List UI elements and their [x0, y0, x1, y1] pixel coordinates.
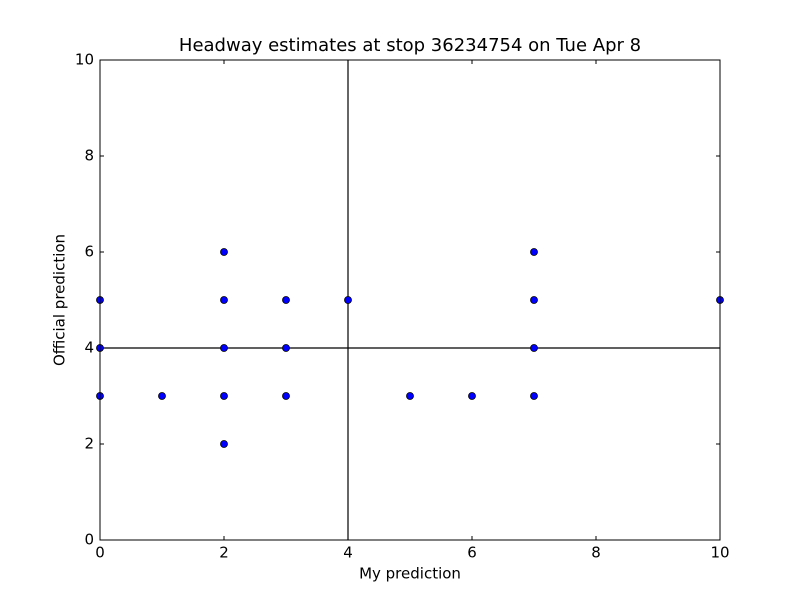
point — [220, 296, 228, 304]
y-tick-label: 6 — [84, 243, 94, 261]
point — [344, 296, 352, 304]
x-tick-label: 10 — [710, 544, 729, 562]
point — [406, 392, 414, 400]
plot-frame — [99, 59, 721, 541]
point — [530, 344, 538, 352]
point — [220, 440, 228, 448]
y-axis-label: Official prediction — [51, 234, 69, 366]
x-tick-label: 2 — [219, 544, 229, 562]
chart-title: Headway estimates at stop 36234754 on Tu… — [179, 35, 641, 56]
x-tick-label: 6 — [467, 544, 477, 562]
point — [468, 392, 476, 400]
x-axis-label: My prediction — [359, 565, 461, 583]
point — [282, 344, 290, 352]
point — [530, 392, 538, 400]
y-tick-label: 8 — [84, 147, 94, 165]
y-tick-label: 0 — [84, 531, 94, 549]
point — [530, 248, 538, 256]
point — [158, 392, 166, 400]
x-tick-label: 8 — [591, 544, 601, 562]
point — [220, 392, 228, 400]
y-tick-label: 2 — [84, 435, 94, 453]
x-tick-label: 0 — [95, 544, 105, 562]
point — [220, 344, 228, 352]
point — [220, 248, 228, 256]
point — [530, 296, 538, 304]
y-tick-label: 10 — [75, 51, 94, 69]
x-tick-label: 4 — [343, 544, 353, 562]
y-tick-label: 4 — [84, 339, 94, 357]
point — [282, 296, 290, 304]
point — [282, 392, 290, 400]
